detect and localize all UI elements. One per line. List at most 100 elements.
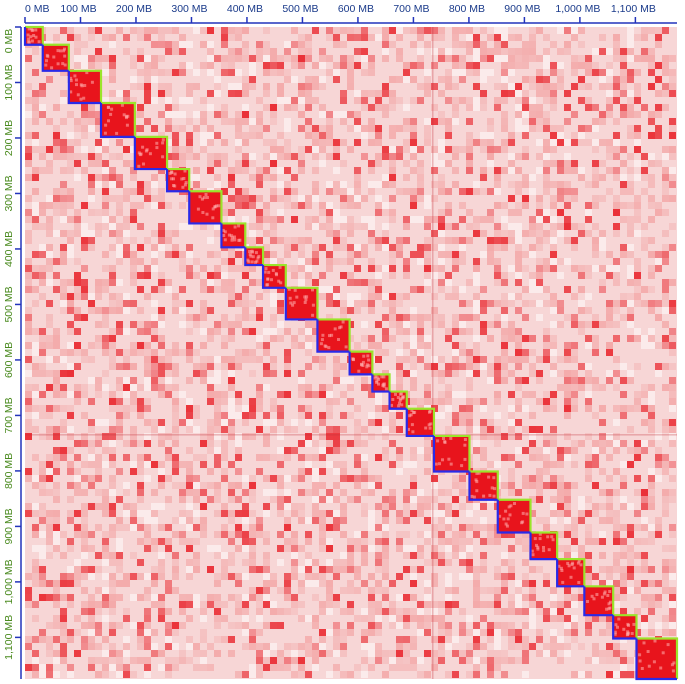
contact-cell	[466, 97, 473, 104]
contact-cell	[179, 608, 186, 615]
contact-cell	[305, 55, 312, 62]
contact-cell	[389, 146, 396, 153]
contact-cell	[564, 377, 571, 384]
contact-cell	[592, 412, 599, 419]
contact-cell	[634, 391, 641, 398]
scaffold-boundary-green	[167, 167, 191, 192]
contact-cell	[557, 475, 564, 482]
contact-cell	[403, 636, 410, 643]
contact-cell	[389, 657, 396, 664]
contact-cell	[571, 111, 578, 118]
contact-cell	[39, 468, 46, 475]
contact-cell	[522, 594, 529, 601]
contact-cell	[627, 223, 634, 230]
contact-cell	[249, 552, 256, 559]
contact-cell	[312, 251, 319, 258]
contact-cell	[599, 629, 606, 636]
contact-cell	[270, 573, 277, 580]
contact-cell	[130, 174, 137, 181]
contact-cell	[298, 342, 305, 349]
contact-cell	[340, 223, 347, 230]
contact-cell	[256, 608, 263, 615]
block-texture	[367, 364, 371, 368]
contact-cell	[354, 482, 361, 489]
block-texture	[69, 90, 73, 94]
contact-cell	[634, 300, 641, 307]
contact-cell	[32, 580, 39, 587]
contact-cell	[116, 279, 123, 286]
contact-cell	[662, 510, 669, 517]
contact-cell	[382, 447, 389, 454]
contact-cell	[263, 286, 270, 293]
contact-cell	[312, 559, 319, 566]
contact-cell	[165, 356, 172, 363]
contact-cell	[123, 482, 130, 489]
contact-cell	[361, 27, 368, 34]
contact-cell	[158, 594, 165, 601]
contact-cell	[319, 608, 326, 615]
contact-cell	[74, 566, 81, 573]
contact-cell	[543, 265, 550, 272]
contact-cell	[627, 230, 634, 237]
contact-cell	[620, 216, 627, 223]
contact-cell	[263, 328, 270, 335]
contact-cell	[284, 545, 291, 552]
contact-cell	[249, 405, 256, 412]
block-texture	[256, 256, 260, 260]
contact-cell	[319, 223, 326, 230]
contact-cell	[242, 405, 249, 412]
contact-cell	[410, 475, 417, 482]
contact-cell	[291, 601, 298, 608]
contact-cell	[410, 139, 417, 146]
contact-cell	[130, 146, 137, 153]
contact-cell	[466, 657, 473, 664]
contact-cell	[53, 384, 60, 391]
contact-cell	[354, 223, 361, 230]
contact-cell	[606, 342, 613, 349]
contact-cell	[522, 314, 529, 321]
contact-cell	[585, 580, 592, 587]
contact-cell	[249, 643, 256, 650]
block-texture	[566, 561, 570, 565]
contact-cell	[298, 146, 305, 153]
contact-cell	[249, 482, 256, 489]
contact-cell	[515, 461, 522, 468]
contact-cell	[137, 412, 144, 419]
contact-cell	[585, 524, 592, 531]
contact-cell	[284, 118, 291, 125]
contact-cell	[627, 27, 634, 34]
contact-cell	[25, 433, 32, 440]
contact-cell	[480, 566, 487, 573]
contact-cell	[655, 90, 662, 97]
contact-cell	[46, 426, 53, 433]
contact-cell	[543, 447, 550, 454]
contact-cell	[88, 55, 95, 62]
contact-cell	[207, 251, 214, 258]
contact-cell	[305, 76, 312, 83]
contact-cell	[655, 314, 662, 321]
contact-cell	[403, 160, 410, 167]
contact-cell	[88, 608, 95, 615]
contact-cell	[123, 643, 130, 650]
block-texture	[472, 495, 476, 499]
contact-cell	[32, 426, 39, 433]
contact-cell	[662, 188, 669, 195]
contact-cell	[403, 531, 410, 538]
contact-cell	[648, 475, 655, 482]
contact-cell	[137, 321, 144, 328]
contact-cell	[438, 657, 445, 664]
contact-cell	[102, 286, 109, 293]
contact-cell	[599, 650, 606, 657]
contact-cell	[256, 398, 263, 405]
contact-cell	[32, 615, 39, 622]
block-texture	[638, 659, 642, 663]
contact-cell	[347, 580, 354, 587]
contact-cell	[403, 545, 410, 552]
x-tick-label: 0 MB	[25, 3, 50, 15]
contact-cell	[515, 55, 522, 62]
contact-cell	[648, 237, 655, 244]
scaffold-boundary-blue	[583, 586, 614, 617]
contact-cell	[606, 454, 613, 461]
contact-cell	[186, 524, 193, 531]
contact-cell	[179, 461, 186, 468]
